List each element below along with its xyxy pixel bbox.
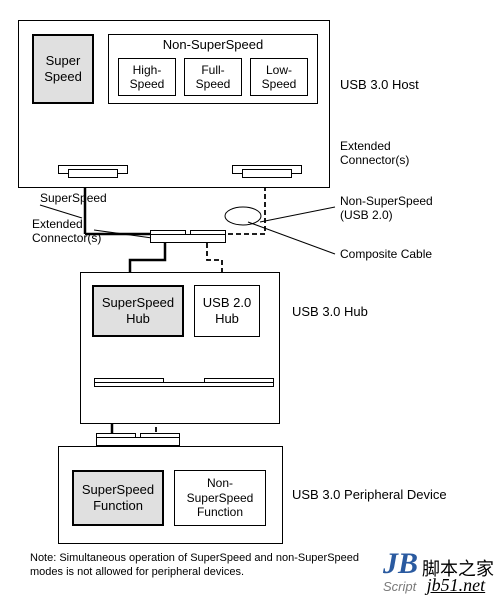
nss-usb20-label: Non-SuperSpeed (USB 2.0) — [340, 195, 433, 223]
host-connector-left-inner — [68, 169, 118, 178]
footnote: Note: Simultaneous operation of SuperSpe… — [30, 552, 359, 580]
hub-connector-low-merge — [94, 382, 274, 387]
extended-connectors-label-left: Extended Connector(s) — [32, 218, 101, 246]
device-label: USB 3.0 Peripheral Device — [292, 488, 447, 503]
host-connector-right-inner — [242, 169, 292, 178]
composite-label: Composite Cable — [340, 248, 432, 262]
device-nss-block: Non- SuperSpeed Function — [174, 470, 266, 526]
host-label: USB 3.0 Host — [340, 78, 419, 93]
hub-ss-block: SuperSpeed Hub — [92, 285, 184, 337]
host-low-speed: Low- Speed — [250, 58, 308, 96]
device-connector-merge — [96, 437, 180, 446]
hub-connector-up-merge — [150, 234, 226, 243]
superspeed-label: SuperSpeed — [40, 192, 107, 206]
host-superspeed-block: Super Speed — [32, 34, 94, 104]
hub-usb20-block: USB 2.0 Hub — [194, 285, 260, 337]
extended-connectors-label-top: Extended Connector(s) — [340, 140, 409, 168]
watermark-script: Script — [383, 579, 416, 594]
host-full-speed: Full- Speed — [184, 58, 242, 96]
host-high-speed: High- Speed — [118, 58, 176, 96]
watermark-url: jb51.net — [427, 575, 486, 595]
hub-label: USB 3.0 Hub — [292, 305, 368, 320]
watermark: JB 脚本之家 Script jb51.net — [383, 547, 494, 596]
device-ss-block: SuperSpeed Function — [72, 470, 164, 526]
host-nss-title: Non-SuperSpeed — [108, 38, 318, 53]
